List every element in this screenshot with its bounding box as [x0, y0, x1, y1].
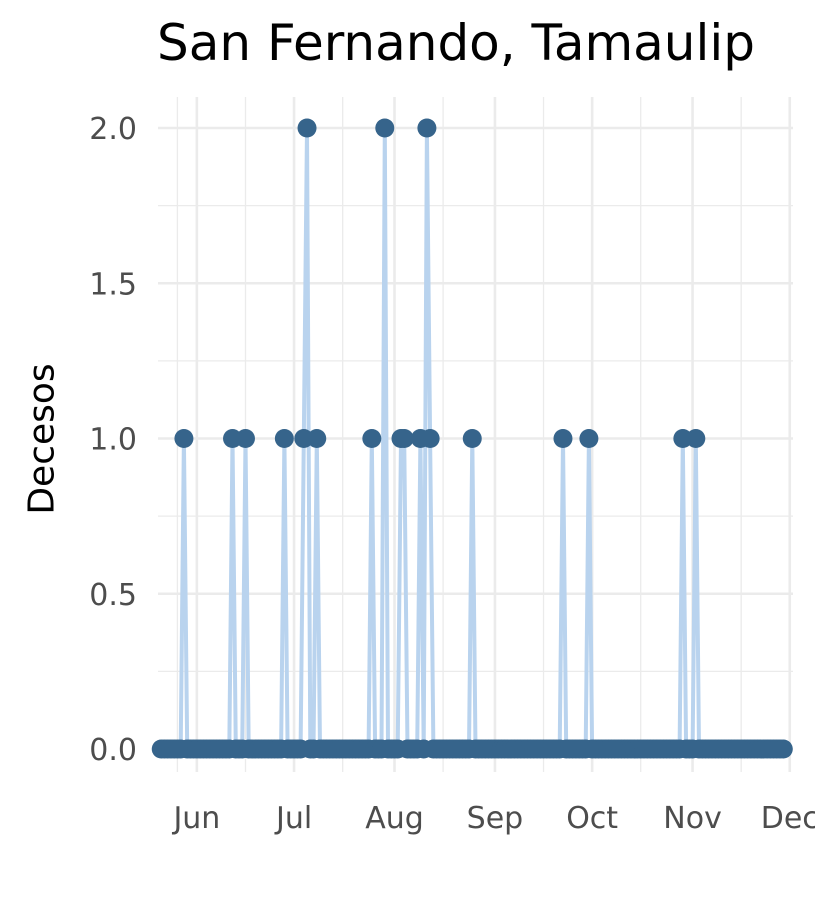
x-tick-label: Jun — [171, 801, 220, 836]
data-point — [579, 429, 599, 448]
y-tick-label: 1.0 — [89, 423, 137, 458]
data-point — [375, 118, 395, 138]
data-point — [773, 739, 793, 759]
data-point — [462, 429, 482, 448]
data-point — [417, 118, 437, 138]
x-tick-label: Aug — [365, 801, 424, 836]
data-point — [362, 429, 382, 448]
data-point — [553, 429, 573, 448]
data-point — [297, 118, 317, 138]
data-point — [420, 429, 440, 448]
y-tick-label: 1.5 — [89, 267, 137, 302]
x-tick-label: Sep — [467, 801, 524, 836]
data-point — [686, 429, 706, 448]
y-tick-labels: 0.0 0.5 1.0 1.5 2.0 — [89, 112, 137, 768]
data-point — [274, 429, 294, 448]
minor-gridlines — [158, 97, 793, 772]
data-point — [394, 429, 414, 448]
data-point — [307, 429, 327, 448]
data-point — [235, 429, 255, 448]
y-tick-label: 2.0 — [89, 112, 137, 147]
x-tick-label: Nov — [663, 801, 722, 836]
x-tick-label: Oct — [566, 801, 618, 836]
y-tick-label: 0.0 — [89, 733, 137, 768]
x-tick-labels: Jun Jul Aug Sep Oct Nov Dec — [171, 801, 815, 836]
x-tick-label: Dec — [761, 801, 815, 836]
data-points — [151, 118, 793, 759]
x-tick-label: Jul — [274, 801, 312, 836]
chart-title: San Fernando, Tamaulip — [157, 14, 756, 72]
data-point — [174, 429, 194, 448]
y-tick-label: 0.5 — [89, 578, 137, 613]
